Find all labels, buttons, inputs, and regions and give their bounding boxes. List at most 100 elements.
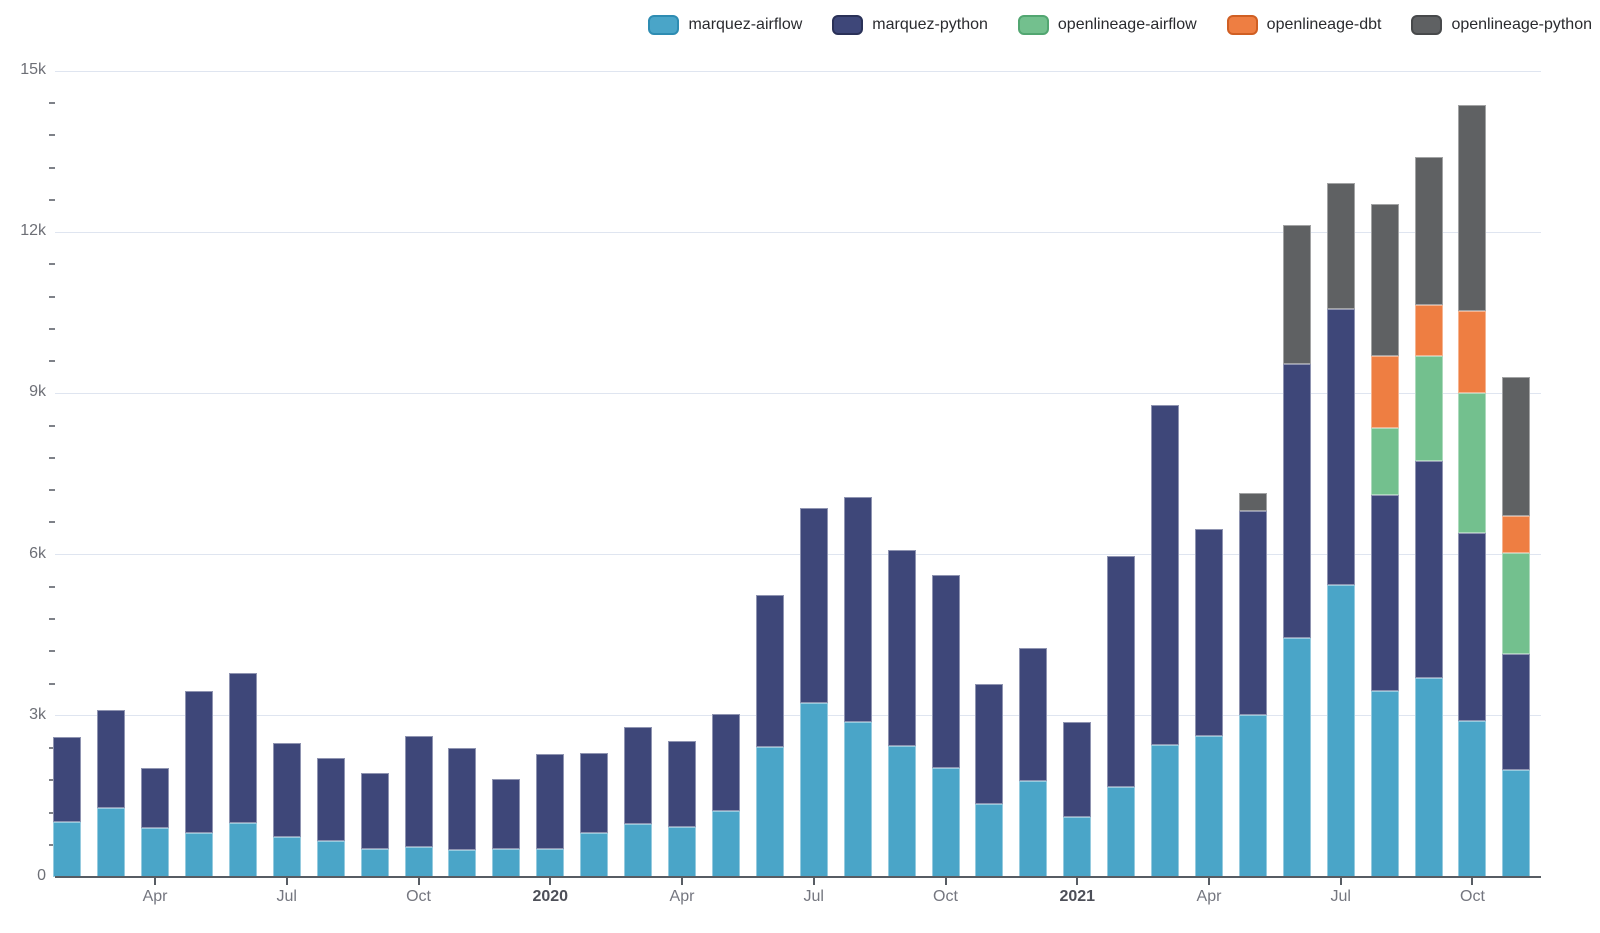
bar-segment-marquez-python[interactable] — [360, 772, 389, 850]
bar-segment-marquez-python[interactable] — [536, 753, 565, 850]
bar-segment-marquez-airflow[interactable] — [887, 745, 916, 877]
bar-segment-marquez-airflow[interactable] — [799, 703, 828, 877]
bar-segment-marquez-airflow[interactable] — [1194, 735, 1223, 877]
bar-segment-openlineage-airflow[interactable] — [1458, 392, 1487, 534]
bar-segment-marquez-airflow[interactable] — [931, 768, 960, 877]
bar-segment-openlineage-dbt[interactable] — [1458, 310, 1487, 393]
bar-segment-openlineage-python[interactable] — [1238, 492, 1267, 511]
bar-segment-marquez-airflow[interactable] — [1502, 770, 1531, 877]
bar-segment-marquez-airflow[interactable] — [755, 747, 784, 877]
legend-item-openlineage-python[interactable]: openlineage-python — [1411, 15, 1592, 35]
bar-segment-openlineage-python[interactable] — [1282, 224, 1311, 365]
legend-item-marquez-airflow[interactable]: marquez-airflow — [648, 15, 802, 35]
bar-segment-marquez-airflow[interactable] — [624, 824, 653, 877]
bar-segment-marquez-python[interactable] — [668, 740, 696, 828]
bar-segment-marquez-python[interactable] — [1414, 460, 1443, 678]
bar-segment-marquez-airflow[interactable] — [360, 849, 389, 877]
bar-segment-marquez-python[interactable] — [1107, 555, 1136, 787]
bar-segment-marquez-airflow[interactable] — [1151, 745, 1180, 877]
bar-segment-marquez-airflow[interactable] — [580, 832, 609, 877]
bar-segment-openlineage-dbt[interactable] — [1502, 515, 1531, 554]
bar-segment-marquez-airflow[interactable] — [843, 721, 872, 877]
y-axis-label: 15k — [20, 61, 46, 78]
bar-segment-marquez-python[interactable] — [448, 747, 477, 851]
legend-item-openlineage-dbt[interactable]: openlineage-dbt — [1226, 15, 1381, 35]
x-tick-label: 2020 — [532, 888, 569, 905]
bar-segment-marquez-python[interactable] — [228, 672, 257, 824]
bar-segment-marquez-python[interactable] — [1151, 404, 1180, 746]
y-minor-tick — [49, 198, 55, 201]
legend-item-openlineage-airflow[interactable]: openlineage-airflow — [1017, 15, 1197, 35]
y-minor-tick — [49, 263, 55, 266]
bar-segment-marquez-airflow[interactable] — [404, 846, 433, 877]
bar-segment-marquez-python[interactable] — [975, 684, 1004, 805]
bar-segment-marquez-airflow[interactable] — [975, 804, 1004, 877]
bar-segment-marquez-python[interactable] — [580, 752, 609, 833]
bar-segment-marquez-airflow[interactable] — [1019, 780, 1048, 877]
bar-segment-marquez-python[interactable] — [931, 574, 960, 769]
bar-segment-marquez-airflow[interactable] — [1326, 584, 1355, 877]
bar-segment-marquez-airflow[interactable] — [492, 849, 521, 877]
bar-segment-marquez-airflow[interactable] — [1370, 690, 1399, 877]
bar-segment-marquez-airflow[interactable] — [1458, 720, 1487, 877]
bar-segment-openlineage-dbt[interactable] — [1414, 305, 1443, 356]
bar-segment-openlineage-python[interactable] — [1458, 104, 1487, 311]
y-minor-tick — [49, 618, 55, 621]
bar-segment-marquez-python[interactable] — [1063, 721, 1092, 818]
bar-segment-marquez-python[interactable] — [755, 594, 784, 748]
y-minor-tick — [49, 295, 55, 298]
bar-segment-openlineage-airflow[interactable] — [1370, 428, 1399, 496]
bar-segment-marquez-python[interactable] — [492, 778, 521, 850]
bar-segment-openlineage-dbt[interactable] — [1370, 356, 1399, 429]
bar-segment-marquez-python[interactable] — [97, 709, 126, 808]
bar-segment-marquez-python[interactable] — [184, 690, 213, 833]
gridline-3k — [55, 715, 1541, 717]
bar-segment-marquez-airflow[interactable] — [53, 821, 82, 877]
bar-segment-marquez-python[interactable] — [1238, 510, 1267, 715]
bar-segment-marquez-python[interactable] — [711, 714, 740, 811]
bar-segment-marquez-airflow[interactable] — [272, 836, 301, 877]
bar-segment-marquez-airflow[interactable] — [448, 850, 477, 877]
legend-item-marquez-python[interactable]: marquez-python — [832, 15, 988, 35]
y-axis-label: 6k — [29, 544, 46, 562]
bar-segment-marquez-python[interactable] — [1370, 495, 1399, 691]
bar-segment-marquez-python[interactable] — [887, 550, 916, 746]
bar-segment-openlineage-python[interactable] — [1326, 183, 1355, 310]
bar-segment-openlineage-airflow[interactable] — [1502, 553, 1531, 654]
bar-segment-marquez-python[interactable] — [1458, 533, 1487, 721]
bar-segment-marquez-python[interactable] — [624, 726, 653, 825]
bar-segment-marquez-python[interactable] — [1019, 647, 1048, 781]
bar-segment-marquez-python[interactable] — [1326, 309, 1355, 585]
bar-segment-marquez-airflow[interactable] — [1414, 677, 1443, 877]
bar-segment-marquez-airflow[interactable] — [1238, 714, 1267, 877]
bar-segment-marquez-python[interactable] — [404, 735, 433, 847]
bar-segment-marquez-airflow[interactable] — [97, 807, 126, 877]
bar-segment-marquez-python[interactable] — [1502, 654, 1531, 771]
bar-segment-marquez-python[interactable] — [53, 737, 82, 822]
bar-segment-marquez-python[interactable] — [843, 496, 872, 722]
bar-segment-marquez-airflow[interactable] — [1107, 786, 1136, 877]
bar-segment-openlineage-python[interactable] — [1370, 203, 1399, 357]
bar-segment-marquez-python[interactable] — [799, 507, 828, 704]
bar-segment-openlineage-python[interactable] — [1414, 156, 1443, 305]
bar-segment-marquez-airflow[interactable] — [141, 828, 170, 877]
bar-segment-marquez-python[interactable] — [272, 742, 301, 837]
bar-segment-marquez-airflow[interactable] — [1282, 638, 1311, 877]
x-tick-label: Jul — [276, 888, 297, 905]
bar-segment-marquez-airflow[interactable] — [668, 827, 696, 877]
bar-segment-openlineage-python[interactable] — [1502, 377, 1531, 516]
y-minor-tick — [49, 424, 55, 427]
legend-label: openlineage-python — [1451, 16, 1592, 33]
bar-segment-marquez-python[interactable] — [141, 767, 170, 829]
bar-segment-marquez-airflow[interactable] — [228, 823, 257, 877]
bar-segment-marquez-airflow[interactable] — [184, 832, 213, 877]
bar-segment-openlineage-airflow[interactable] — [1414, 355, 1443, 461]
bar-segment-marquez-python[interactable] — [316, 758, 345, 841]
x-tick-label: Oct — [1460, 888, 1485, 905]
bar-segment-marquez-python[interactable] — [1282, 364, 1311, 639]
bar-segment-marquez-airflow[interactable] — [316, 840, 345, 877]
bar-segment-marquez-python[interactable] — [1194, 529, 1223, 736]
bar-segment-marquez-airflow[interactable] — [1063, 817, 1092, 877]
bar-segment-marquez-airflow[interactable] — [536, 849, 565, 877]
bar-segment-marquez-airflow[interactable] — [711, 810, 740, 877]
